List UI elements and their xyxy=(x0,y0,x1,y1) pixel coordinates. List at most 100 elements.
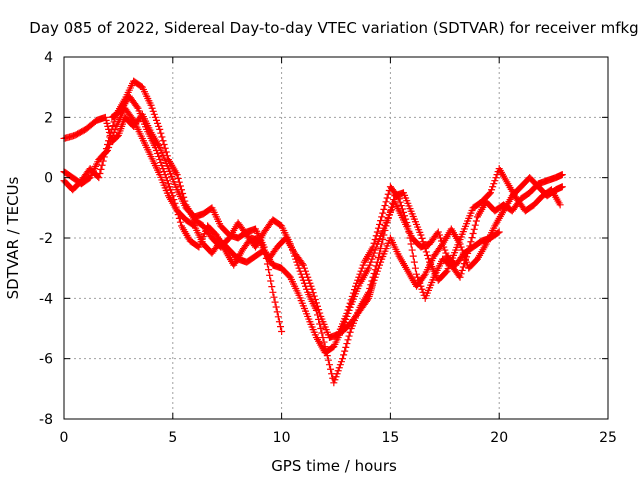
data-point xyxy=(472,217,480,225)
data-point xyxy=(435,231,443,239)
data-point xyxy=(364,296,372,304)
data-point xyxy=(175,214,183,222)
data-point xyxy=(380,231,388,239)
data-point xyxy=(434,228,442,236)
data-point xyxy=(154,150,162,158)
data-point xyxy=(173,171,181,179)
data-point xyxy=(267,277,275,285)
data-point xyxy=(382,222,390,230)
data-point xyxy=(558,183,566,191)
data-point xyxy=(172,203,180,211)
y-tick-label: -6 xyxy=(39,352,53,368)
data-point xyxy=(162,174,170,182)
data-point xyxy=(113,133,121,141)
data-point xyxy=(382,198,390,206)
data-point xyxy=(492,174,500,182)
data-point xyxy=(387,203,395,211)
data-point xyxy=(491,177,499,185)
data-point xyxy=(411,264,419,272)
data-point xyxy=(386,207,394,215)
data-point xyxy=(268,283,276,291)
data-point xyxy=(419,238,427,246)
data-point xyxy=(317,325,325,332)
data-point xyxy=(374,224,382,232)
data-point xyxy=(102,116,110,124)
data-point xyxy=(171,199,179,207)
data-point xyxy=(104,140,112,148)
data-point xyxy=(336,361,344,369)
data-point xyxy=(376,249,384,257)
data-point xyxy=(174,211,182,219)
data-point xyxy=(181,197,189,205)
data-point xyxy=(303,270,311,278)
data-point xyxy=(374,264,382,272)
data-point xyxy=(373,267,381,275)
data-point xyxy=(101,113,109,121)
data-point xyxy=(398,205,406,213)
data-point xyxy=(309,289,317,297)
data-point xyxy=(420,241,428,249)
data-point xyxy=(151,113,159,121)
data-point xyxy=(399,208,407,216)
data-point xyxy=(352,282,360,290)
data-point xyxy=(98,161,106,169)
data-point xyxy=(320,338,328,346)
data-point xyxy=(367,258,375,266)
data-point xyxy=(150,110,158,118)
data-point xyxy=(325,361,333,369)
data-point xyxy=(343,340,351,348)
data-point xyxy=(162,148,170,156)
data-point xyxy=(155,153,163,161)
data-point xyxy=(558,171,566,179)
data-point xyxy=(463,258,471,266)
data-point xyxy=(341,347,349,355)
data-point xyxy=(161,144,169,152)
data-point xyxy=(418,285,426,293)
data-point xyxy=(358,264,366,272)
x-tick-label: 10 xyxy=(273,430,291,446)
data-point xyxy=(156,125,164,133)
data-point xyxy=(333,370,341,378)
data-point xyxy=(413,270,421,278)
grid xyxy=(64,57,608,419)
data-point xyxy=(298,260,306,268)
data-point xyxy=(169,192,177,200)
data-point xyxy=(396,198,404,206)
data-point xyxy=(457,270,465,278)
data-point xyxy=(330,379,338,387)
data-point xyxy=(160,140,168,148)
data-point xyxy=(395,195,403,203)
data-point xyxy=(486,189,494,197)
data-point xyxy=(418,234,426,242)
data-point xyxy=(380,205,388,213)
data-point xyxy=(556,201,564,209)
data-point xyxy=(157,159,165,167)
data-point xyxy=(394,193,402,201)
data-point xyxy=(354,276,362,284)
data-point xyxy=(379,236,387,244)
data-point xyxy=(419,288,427,296)
data-point xyxy=(420,272,428,280)
data-point xyxy=(103,119,111,127)
data-point xyxy=(465,246,473,254)
data-point xyxy=(366,261,374,269)
chart-title: Day 085 of 2022, Sidereal Day-to-day VTE… xyxy=(29,19,638,37)
data-point xyxy=(176,218,184,226)
axis-ticks: 0 5 10 15 20 25 -8 -6 -4 -2 0 2 4 xyxy=(39,50,617,446)
data-point xyxy=(371,236,379,244)
data-point xyxy=(376,261,384,269)
data-point xyxy=(318,329,326,337)
data-point xyxy=(385,211,393,219)
data-point xyxy=(266,271,274,279)
data-point xyxy=(274,313,282,321)
data-point xyxy=(383,218,391,226)
data-point xyxy=(378,213,386,221)
data-point xyxy=(163,152,171,160)
data-point xyxy=(372,232,380,240)
data-point xyxy=(305,276,313,284)
data-point xyxy=(456,273,464,281)
data-point xyxy=(96,170,104,178)
data-point xyxy=(99,157,107,165)
data-point xyxy=(348,292,356,300)
data-point xyxy=(316,309,324,317)
